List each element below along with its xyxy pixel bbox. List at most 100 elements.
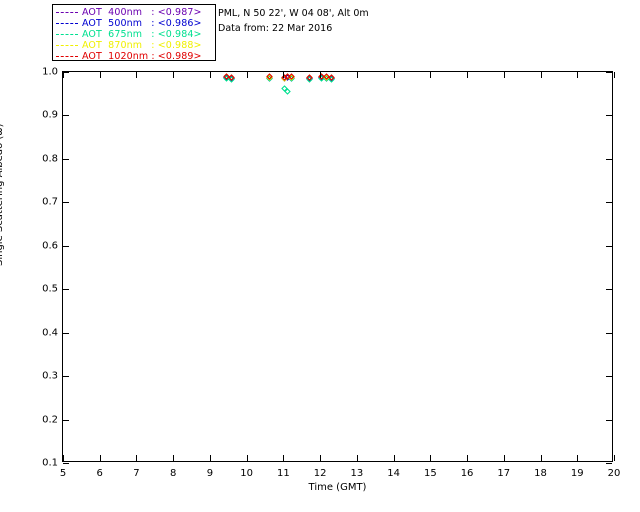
legend-separator: : <box>151 7 155 18</box>
x-tick-label: 9 <box>206 468 214 479</box>
y-tick-label: 0.4 <box>42 327 58 339</box>
x-tick-label: 11 <box>277 468 290 479</box>
legend-item-text: AOT 870nm : <0.988> <box>82 40 202 51</box>
legend-item-aot-1020: AOT 1020nm : <0.989> <box>56 51 212 62</box>
legend-value: <0.989> <box>157 51 202 62</box>
x-tick-label: 10 <box>240 468 254 479</box>
y-tick-label: 0.2 <box>42 414 58 426</box>
x-tick-bottom <box>467 455 469 461</box>
y-tick-label: 1.0 <box>42 66 58 78</box>
legend-label: AOT <box>82 29 102 40</box>
x-tick-top <box>209 72 211 78</box>
y-tick-label: 0.7 <box>42 196 58 208</box>
legend-separator: : <box>151 18 155 29</box>
y-tick-left <box>63 115 69 117</box>
y-tick-left <box>63 245 69 247</box>
legend-label: AOT <box>82 18 102 29</box>
x-tick-label: 6 <box>96 468 103 479</box>
legend-value: <0.987> <box>157 7 202 18</box>
y-tick-right <box>606 158 612 160</box>
x-tick-label: 19 <box>570 468 584 479</box>
x-tick-bottom <box>99 455 101 461</box>
y-tick-left <box>63 332 69 334</box>
x-tick-bottom <box>614 455 615 461</box>
y-tick-right <box>606 202 612 204</box>
legend-item-aot-870: AOT 870nm : <0.988> <box>56 40 212 51</box>
legend-separator: : <box>151 51 155 62</box>
legend-item-text: AOT 500nm : <0.986> <box>82 18 202 29</box>
x-tick-bottom <box>173 455 175 461</box>
y-tick-left <box>63 376 69 378</box>
x-tick-bottom <box>540 455 542 461</box>
y-axis-title: Single Scattering Albedo (ω) <box>0 123 5 266</box>
legend-label: AOT <box>82 7 102 18</box>
x-tick-top <box>356 72 358 78</box>
chart-title-line2: Data from: 22 Mar 2016 <box>218 23 333 34</box>
y-tick-label: 0.8 <box>42 153 58 165</box>
legend-value: <0.984> <box>157 29 202 40</box>
x-tick-top <box>467 72 469 78</box>
legend-item-text: AOT 675nm : <0.984> <box>82 29 202 40</box>
x-tick-top <box>540 72 542 78</box>
x-tick-bottom <box>356 455 358 461</box>
legend-item-text: AOT 400nm : <0.987> <box>82 7 202 18</box>
legend-label: AOT <box>82 51 102 62</box>
x-tick-bottom <box>136 455 138 461</box>
x-tick-bottom <box>320 455 322 461</box>
legend-separator: : <box>151 40 155 51</box>
x-tick-top <box>283 72 285 78</box>
legend-line-swatch-icon <box>56 12 78 13</box>
x-tick-label: 16 <box>460 468 474 479</box>
legend-item-aot-675: AOT 675nm : <0.984> <box>56 29 212 40</box>
x-tick-bottom <box>63 455 64 461</box>
x-tick-top <box>503 72 505 78</box>
x-tick-top <box>393 72 395 78</box>
y-tick-label: 0.1 <box>42 457 58 469</box>
x-tick-bottom <box>577 455 579 461</box>
legend-line-swatch-icon <box>56 23 78 24</box>
x-tick-label: 13 <box>350 468 364 479</box>
y-tick-label: 0.9 <box>42 109 58 121</box>
x-tick-bottom <box>246 455 248 461</box>
legend-wavelength: 500nm <box>108 18 143 29</box>
y-tick-right <box>606 72 612 73</box>
x-tick-top <box>577 72 579 78</box>
x-tick-label: 5 <box>59 468 67 479</box>
x-tick-top <box>63 72 64 78</box>
legend-line-swatch-icon <box>56 34 78 35</box>
legend-line-swatch-icon <box>56 45 78 46</box>
x-tick-label: 7 <box>133 468 140 479</box>
data-point <box>227 73 235 81</box>
x-tick-label: 15 <box>423 468 437 479</box>
y-tick-right <box>606 376 612 378</box>
y-tick-right <box>606 115 612 117</box>
y-tick-right <box>606 332 612 334</box>
data-point <box>323 73 331 81</box>
legend-item-aot-500: AOT 500nm : <0.986> <box>56 18 212 29</box>
data-point <box>280 85 288 92</box>
data-point <box>284 88 292 95</box>
legend-wavelength: 675nm <box>108 29 143 40</box>
data-point <box>306 73 314 81</box>
x-tick-label: 8 <box>170 468 177 479</box>
data-point <box>223 73 230 80</box>
legend-value: <0.986> <box>157 18 202 29</box>
x-tick-top <box>136 72 138 78</box>
data-points-layer <box>63 72 612 461</box>
legend-wavelength: 870nm <box>108 40 143 51</box>
x-tick-bottom <box>430 455 432 461</box>
y-tick-left <box>63 202 69 204</box>
x-tick-bottom <box>209 455 211 461</box>
x-tick-top <box>173 72 175 78</box>
x-tick-bottom <box>393 455 395 461</box>
x-tick-label: 12 <box>313 468 327 479</box>
legend-wavelength: 400nm <box>108 7 143 18</box>
y-tick-left <box>63 158 69 160</box>
data-point <box>327 73 335 81</box>
legend-separator: : <box>151 29 155 40</box>
plot-area: 5 6 7 8 9 10 11 12 13 14 15 16 17 18 19 20 0.1 0.2 0.3 0.4 0… <box>42 67 620 480</box>
x-tick-top <box>614 72 615 78</box>
data-point <box>266 73 273 81</box>
y-tick-right <box>606 289 612 291</box>
